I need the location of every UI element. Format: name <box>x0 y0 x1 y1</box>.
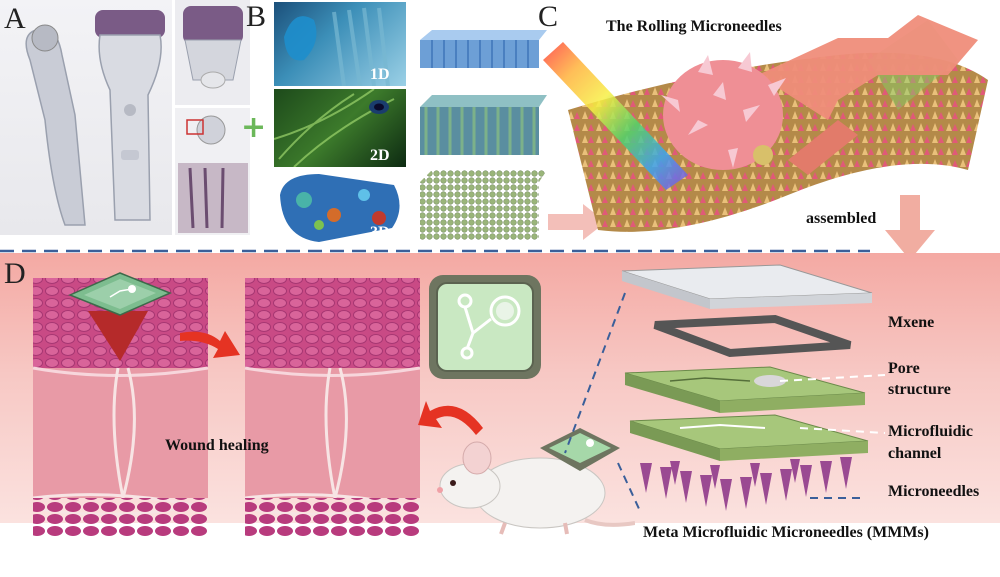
peacock-photo <box>274 89 406 167</box>
roller-head-photo <box>175 0 250 105</box>
b-to-c-arrow <box>548 204 606 240</box>
mmm-device-label: Meta Microfluidic Microneedles (MMMs) <box>643 524 929 541</box>
pore-structure-label-line2: structure <box>888 381 951 398</box>
microfluidic-channel-label-line2: channel <box>888 445 942 462</box>
panel-letter-d: D <box>4 257 26 290</box>
dashed-divider <box>0 249 870 253</box>
panel-letter-a: A <box>4 2 26 35</box>
roller-detail-photo <box>175 108 250 235</box>
opal-photo <box>274 170 406 245</box>
label-3d: 3D <box>370 224 390 241</box>
red-arrow-curved <box>418 401 483 435</box>
roller-photo-large <box>0 0 172 235</box>
plus-icon: + <box>241 110 267 145</box>
skin-after <box>244 278 421 538</box>
pore-structure-label-line1: Pore <box>888 360 920 377</box>
wound-healing-label: Wound healing <box>165 437 269 454</box>
mxene-label: Mxene <box>888 314 935 331</box>
structure-1d-block <box>420 30 547 68</box>
chip-on-skin <box>68 272 172 316</box>
rolling-microneedle-illustration <box>543 15 988 232</box>
panel-c: C The Rolling Microneedles assembled <box>538 0 1000 252</box>
label-2d: 2D <box>370 147 390 164</box>
chip-on-mouse <box>540 428 620 471</box>
panel-b: 1D 2D 3D <box>252 0 552 245</box>
panel-d: D W <box>0 253 1000 577</box>
label-1d: 1D <box>370 66 390 83</box>
microfluidic-channel-label-line1: Microfluidic <box>888 423 974 440</box>
rolling-microneedles-title: The Rolling Microneedles <box>606 18 782 35</box>
panel-letter-c: C <box>538 0 559 33</box>
structure-3d-block <box>420 170 547 240</box>
exploded-layers <box>621 264 873 511</box>
panel-a: + A <box>0 0 266 235</box>
red-arrow-right <box>180 331 240 358</box>
microneedles-label: Microneedles <box>888 483 980 500</box>
butterfly-photo <box>274 2 406 86</box>
panel-letter-b: B <box>246 0 267 33</box>
mouse-illustration <box>437 441 635 535</box>
assembled-arrow <box>885 195 935 260</box>
mmm-chip-icon <box>429 275 541 379</box>
assembled-label: assembled <box>806 210 877 227</box>
structure-2d-block <box>420 95 547 155</box>
leader-lines <box>564 292 886 512</box>
